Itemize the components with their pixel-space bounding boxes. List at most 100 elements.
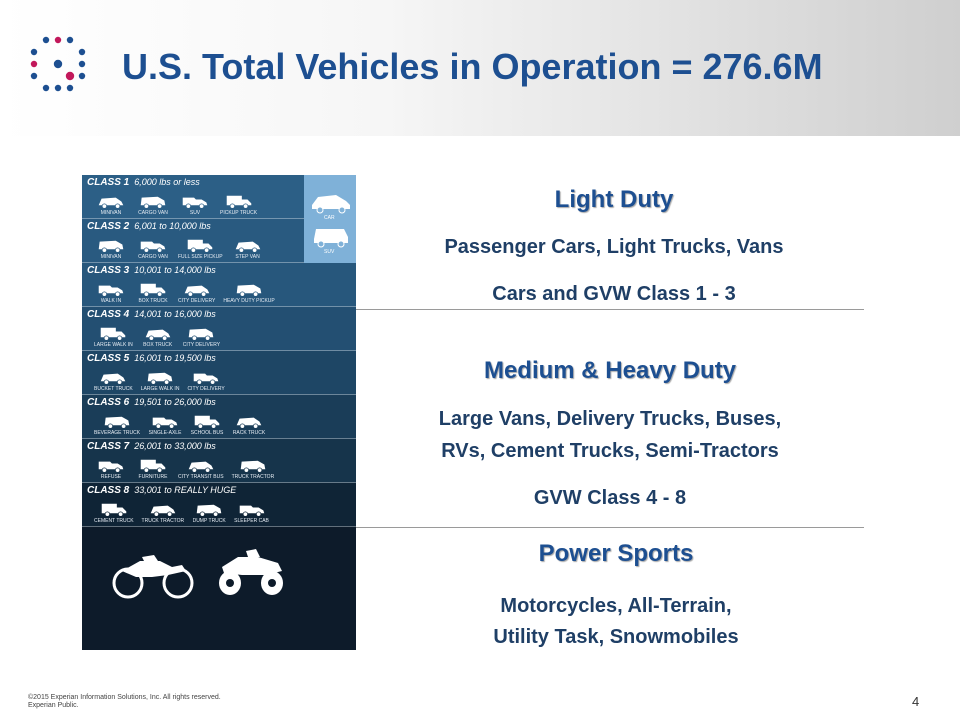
class-heading: CLASS 2 6,001 to 10,000 lbs: [87, 221, 211, 232]
vehicle-label: FURNITURE: [138, 474, 168, 480]
suv-label: SUV: [324, 249, 335, 255]
logo-dot: [42, 84, 50, 92]
class-heading: CLASS 8 33,001 to REALLY HUGE: [87, 485, 236, 496]
vehicle-item: MINIVAN: [94, 236, 128, 260]
vehicle-label: CARGO VAN: [138, 210, 168, 216]
vehicle-label: SUV: [189, 210, 201, 216]
vehicle-item: CEMENT TRUCK: [94, 500, 134, 524]
logo-dot: [66, 84, 74, 92]
class-vehicles: MINIVAN CARGO VAN FULL SIZE PICKUP STEP VAN: [94, 236, 265, 260]
class-vehicles: BUCKET TRUCK LARGE WALK IN CITY DELIVERY: [94, 368, 225, 392]
car-icon: [312, 195, 350, 248]
vehicle-label: MINIVAN: [100, 210, 122, 216]
vehicle-item: REFUSE: [94, 456, 128, 480]
power-sports-title: Power Sports: [538, 540, 694, 567]
vehicle-icon: [235, 241, 260, 253]
vehicle-item: WALK IN: [94, 280, 128, 304]
vehicle-label: BOX TRUCK: [143, 342, 173, 348]
logo-dot: [78, 72, 86, 80]
vehicle-icon: [101, 373, 126, 385]
vehicle-label: REFUSE: [100, 474, 122, 480]
class-heading: CLASS 3 10,001 to 14,000 lbs: [87, 265, 216, 276]
class-heading: CLASS 5 16,001 to 19,500 lbs: [87, 353, 216, 364]
vehicle-class-row: CLASS 5 16,001 to 19,500 lbs BUCKET TRUCK L…: [82, 351, 356, 395]
vehicle-label: CITY DELIVERY: [178, 298, 216, 304]
vehicle-class-row: CLASS 2 6,001 to 10,000 lbs MINIVAN CARGO V…: [82, 219, 304, 263]
vehicle-label: TRUCK TRACTOR: [141, 518, 185, 524]
vehicle-icon: [145, 329, 170, 341]
class-name: CLASS 4: [87, 309, 130, 320]
vehicle-item: FURNITURE: [136, 456, 170, 480]
vehicle-item: LARGE WALK IN: [94, 324, 133, 348]
vehicle-label: CITY DELIVERY: [187, 386, 225, 392]
class-name: CLASS 3: [87, 265, 130, 276]
vehicle-label: DUMP TRUCK: [192, 518, 226, 524]
vehicle-label: LARGE WALK IN: [94, 342, 133, 348]
vehicle-icon: [189, 328, 214, 341]
medium-heavy-line-2: RVs, Cement Trucks, Semi-Tractors: [441, 440, 779, 462]
vehicle-icon: [240, 460, 266, 473]
vehicle-label: STEP VAN: [235, 254, 260, 260]
logo-dot: [42, 36, 50, 44]
vehicle-label: BEVERAGE TRUCK: [94, 430, 141, 436]
power-sports-graphic: [82, 527, 356, 650]
logo-dot: [78, 60, 86, 68]
class-vehicles: LARGE WALK IN BOX TRUCK CITY DELIVERY: [94, 324, 220, 348]
class-heading: CLASS 7 26,001 to 33,000 lbs: [87, 441, 216, 452]
class-name: CLASS 5: [87, 353, 130, 364]
vehicle-item: MINIVAN: [94, 192, 128, 216]
vehicle-item: TRUCK TRACTOR: [231, 456, 275, 480]
vehicle-item: FULL SIZE PICKUP: [178, 236, 223, 260]
logo-dot: [66, 36, 74, 44]
vehicle-icon: [104, 416, 130, 429]
vehicle-icon: [98, 240, 124, 253]
logo-dot: [78, 48, 86, 56]
class-weight-range: 14,001 to 16,000 lbs: [134, 309, 216, 319]
page-number: 4: [912, 694, 920, 709]
car-suv-box: CAR SUV: [304, 175, 356, 263]
logo-dot: [54, 84, 62, 92]
vehicle-icon: [140, 241, 166, 253]
medium-heavy-line-1: Large Vans, Delivery Trucks, Buses,: [438, 408, 782, 430]
light-duty-line-2: Cars and GVW Class 1 - 3: [492, 283, 736, 305]
vehicle-item: CITY DELIVERY: [187, 368, 225, 392]
motorcycle-atv-icon: [112, 549, 283, 599]
medium-heavy-line-3: GVW Class 4 - 8: [533, 487, 687, 509]
copyright-line: ©2015 Experian Information Solutions, In…: [28, 694, 221, 701]
vehicle-item: CARGO VAN: [136, 192, 170, 216]
vehicle-label: HEAVY DUTY PICKUP: [223, 298, 275, 304]
divider-1: [356, 309, 864, 310]
medium-heavy-duty-title: Medium & Heavy Duty: [483, 357, 737, 384]
vehicle-icon: [140, 459, 166, 473]
experian-logo-icon: [30, 36, 86, 92]
class-vehicles: BEVERAGE TRUCK SINGLE-AXLE SCHOOL BUS RACK …: [94, 412, 266, 436]
vehicle-icon: [98, 461, 124, 473]
class-name: CLASS 8: [87, 485, 130, 496]
vehicle-item: SINGLE-AXLE: [148, 412, 182, 436]
vehicle-label: BUCKET TRUCK: [94, 386, 133, 392]
class-weight-range: 33,001 to REALLY HUGE: [134, 485, 237, 495]
class-weight-range: 6,000 lbs or less: [134, 177, 200, 187]
vehicle-label: SCHOOL BUS: [190, 430, 224, 436]
car-label: CAR: [324, 215, 335, 221]
class-weight-range: 6,001 to 10,000 lbs: [134, 221, 211, 231]
logo-dot: [53, 59, 63, 69]
power-sports-line-1: Motorcycles, All-Terrain,: [500, 595, 732, 617]
class-weight-range: 10,001 to 14,000 lbs: [134, 265, 216, 275]
vehicle-icon: [150, 505, 176, 517]
logo-dot: [54, 36, 62, 44]
class-vehicles: REFUSE FURNITURE CITY TRANSIT BUS TRUCK TRA…: [94, 456, 274, 480]
vehicle-item: HEAVY DUTY PICKUP: [223, 280, 275, 304]
vehicle-item: PICKUP TRUCK: [220, 192, 257, 216]
class-name: CLASS 6: [87, 397, 130, 408]
copyright-footer: ©2015 Experian Information Solutions, In…: [28, 694, 221, 710]
vehicle-icon: [147, 372, 173, 385]
vehicle-label: CEMENT TRUCK: [94, 518, 134, 524]
vehicle-item: SCHOOL BUS: [190, 412, 224, 436]
vehicle-class-row: CLASS 7 26,001 to 33,000 lbs REFUSE FURNITU…: [82, 439, 356, 483]
vehicle-label: TRUCK TRACTOR: [231, 474, 275, 480]
vehicle-icon: [188, 461, 214, 473]
classification-line: Experian Public.: [28, 702, 79, 709]
vehicle-icon: [194, 415, 220, 429]
logo-dot: [65, 71, 75, 81]
